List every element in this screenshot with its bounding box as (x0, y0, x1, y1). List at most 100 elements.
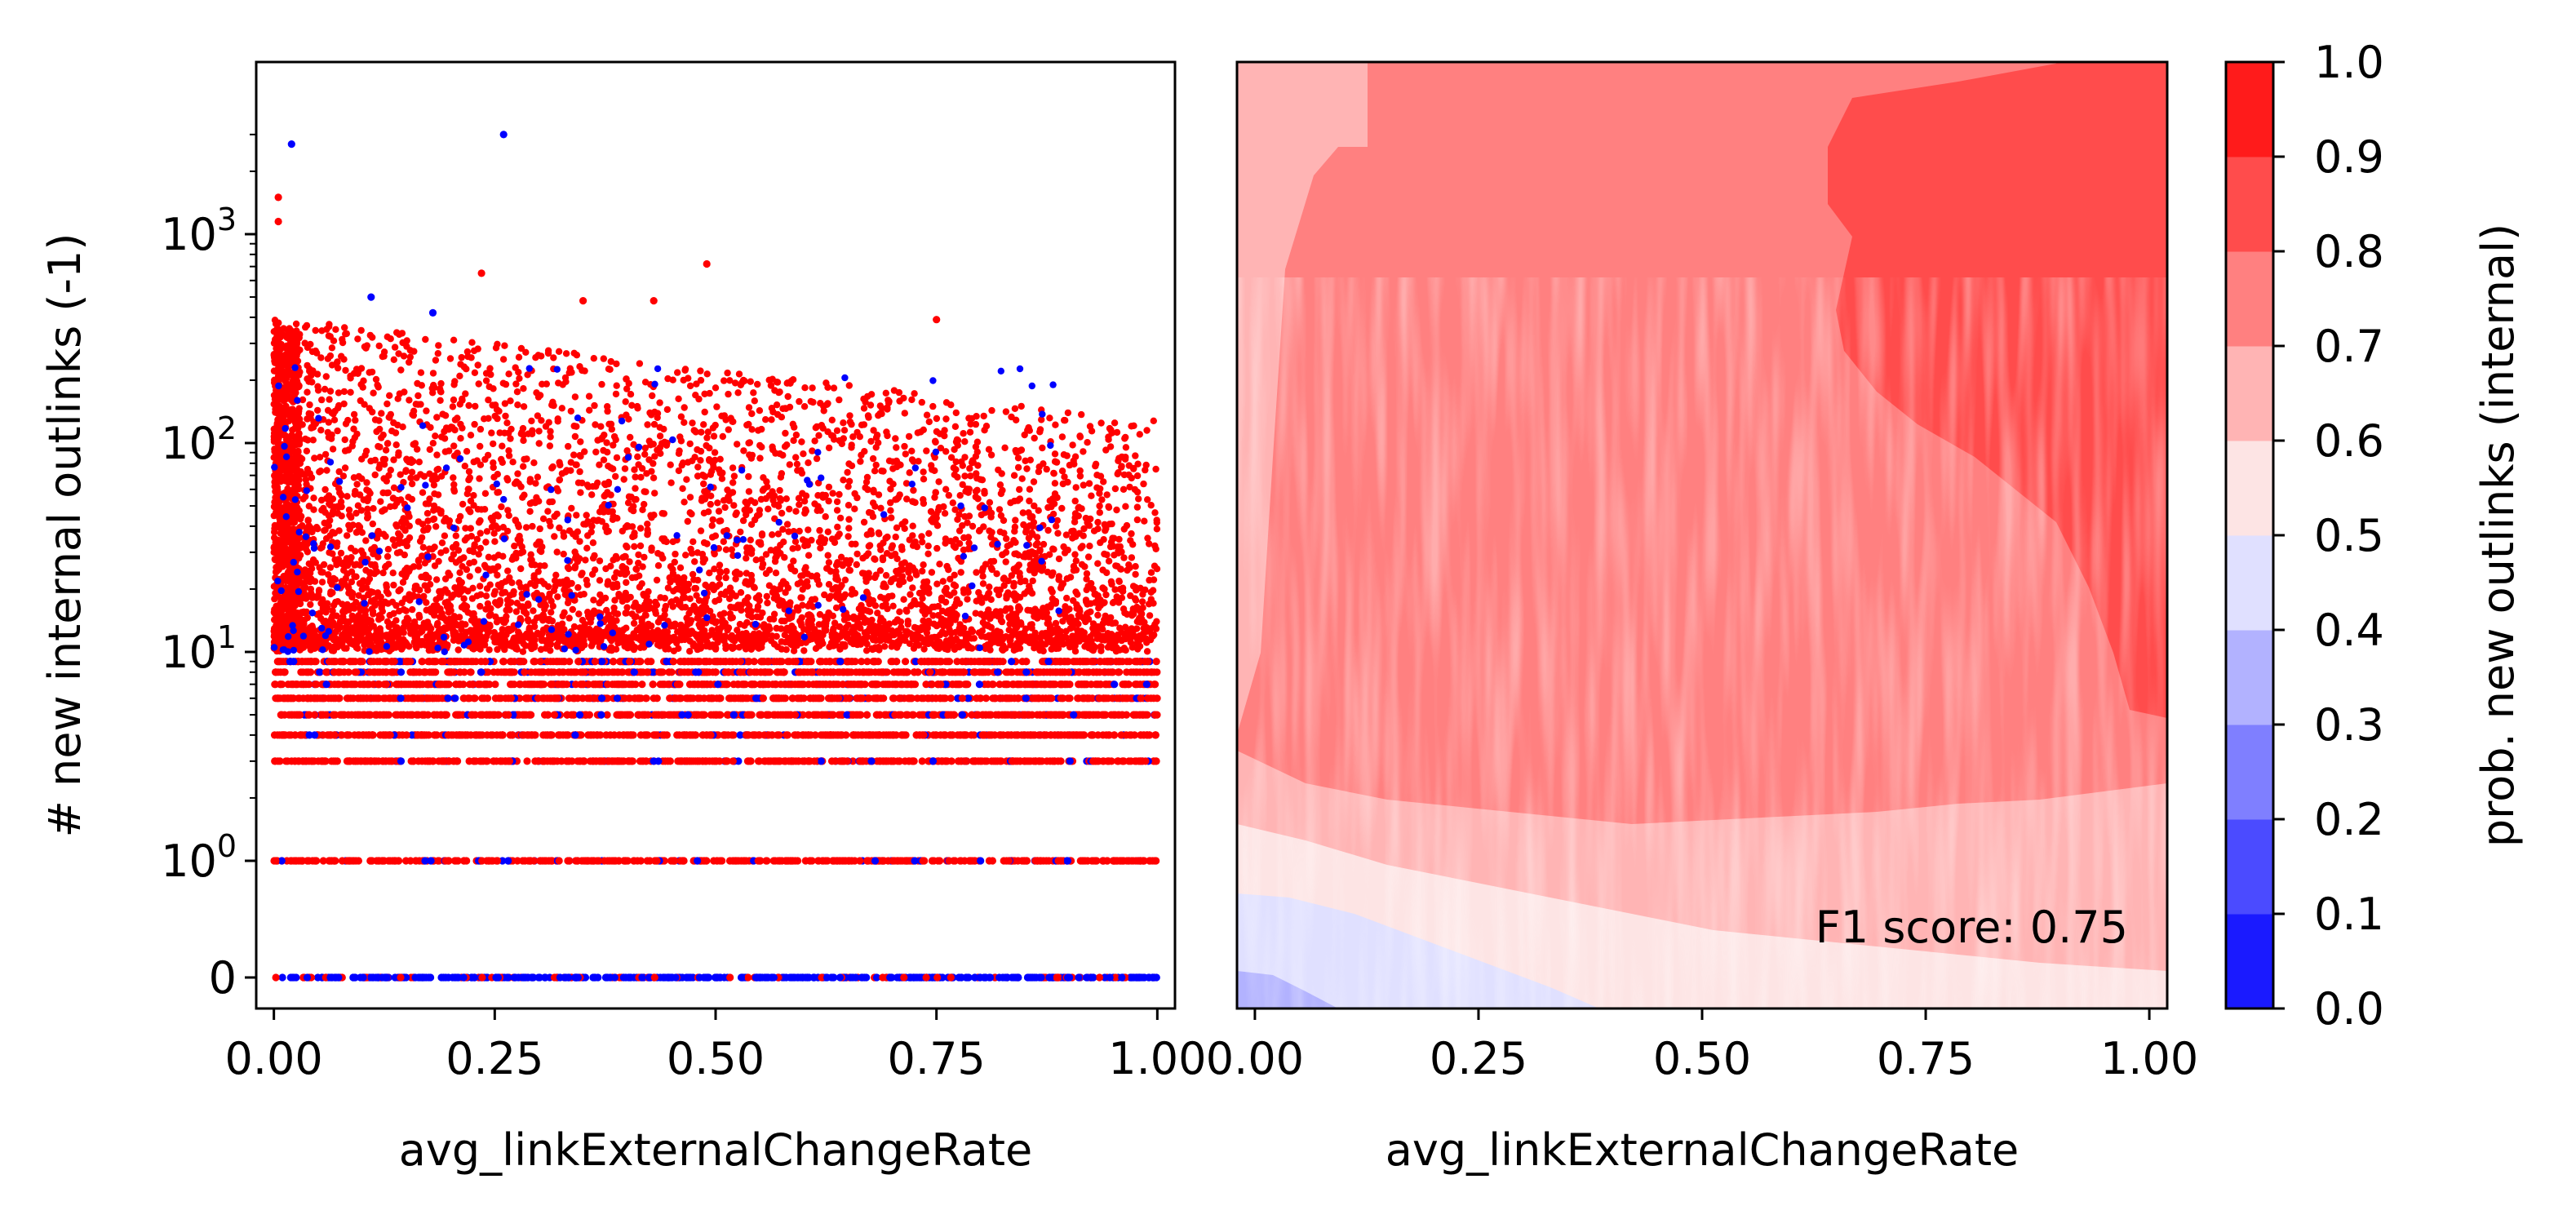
scatter-point (794, 857, 802, 865)
scatter-point (390, 581, 397, 589)
scatter-point (331, 658, 339, 666)
scatter-point (853, 711, 862, 719)
scatter-point (1082, 711, 1090, 719)
scatter-point (435, 680, 443, 689)
scatter-point (627, 973, 635, 982)
scatter-point (729, 757, 737, 765)
scatter-point (352, 668, 361, 676)
scatter-point (940, 731, 948, 739)
scatter-point (737, 694, 745, 703)
scatter-point (851, 658, 859, 666)
scatter-point (430, 711, 438, 719)
scatter-point (335, 680, 343, 689)
scatter-point (973, 711, 981, 719)
scatter-point (707, 711, 715, 719)
scatter-point (507, 680, 515, 689)
scatter-point (527, 668, 535, 676)
scatter-point (745, 658, 753, 666)
scatter-point (389, 668, 397, 676)
scatter-point (304, 857, 312, 865)
scatter-point (809, 680, 818, 689)
scatter-point (882, 389, 890, 397)
scatter-point (528, 417, 535, 425)
scatter-point (1142, 680, 1151, 689)
scatter-point (614, 857, 623, 865)
scatter-point (729, 711, 738, 719)
scatter-point (725, 658, 734, 666)
scatter-point (991, 757, 1000, 765)
scatter-point (1153, 711, 1161, 719)
scatter-point (1051, 668, 1060, 676)
scatter-point (547, 680, 555, 689)
scatter-point (1152, 857, 1160, 865)
scatter-point (508, 731, 517, 739)
scatter-point (1080, 731, 1088, 739)
scatter-point (809, 384, 816, 392)
scatter-point (937, 658, 945, 666)
scatter-point (836, 658, 845, 666)
scatter-point (554, 680, 563, 689)
scatter-point (427, 857, 435, 865)
scatter-point (421, 857, 429, 865)
scatter-point (791, 731, 800, 739)
scatter-point (472, 402, 479, 410)
scatter-point (513, 857, 521, 865)
scatter-point (343, 757, 351, 765)
scatter-point (730, 472, 738, 480)
scatter-point (1122, 680, 1130, 689)
scatter-point (865, 694, 873, 703)
scatter-point (1114, 757, 1122, 765)
scatter-point (591, 973, 599, 982)
scatter-point (598, 658, 606, 666)
scatter-point (417, 731, 426, 739)
scatter-point (539, 857, 547, 865)
scatter-point (382, 446, 390, 454)
scatter-point (1115, 658, 1123, 666)
scatter-point (729, 680, 738, 689)
scatter-point (388, 857, 397, 865)
scatter-point (303, 447, 311, 454)
scatter-point (810, 757, 818, 765)
scatter-point (1152, 757, 1160, 765)
scatter-point (583, 694, 592, 703)
scatter-point (1016, 485, 1023, 494)
scatter-point (947, 694, 955, 703)
scatter-point (827, 757, 836, 765)
scatter-point (885, 731, 893, 739)
scatter-point (534, 694, 543, 703)
scatter-point (836, 731, 845, 739)
scatter-point (763, 857, 771, 865)
scatter-point (692, 668, 700, 676)
scatter-point (857, 680, 865, 689)
scatter-point (1132, 563, 1139, 570)
scatter-point (577, 438, 584, 445)
scatter-point (665, 680, 673, 689)
scatter-point (441, 757, 449, 765)
scatter-point (1138, 757, 1146, 765)
scatter-point (787, 680, 796, 689)
scatter-point (1014, 973, 1022, 982)
scatter-point (571, 973, 579, 982)
scatter-point (565, 973, 573, 982)
scatter-point (966, 857, 974, 865)
scatter-point (1002, 408, 1010, 415)
scatter-point (715, 694, 724, 703)
scatter-point (344, 416, 352, 424)
scatter-point (578, 857, 586, 865)
scatter-point (1123, 658, 1131, 666)
scatter-point (335, 694, 344, 703)
scatter-point (345, 857, 353, 865)
scatter-point (444, 694, 452, 703)
scatter-point (919, 857, 927, 865)
scatter-point (534, 973, 543, 982)
scatter-point (1149, 973, 1157, 982)
scatter-point (1057, 757, 1065, 765)
scatter-point (659, 973, 667, 982)
scatter-point (447, 658, 455, 666)
scatter-point (292, 857, 300, 865)
scatter-point (487, 731, 495, 739)
scatter-point (942, 485, 950, 493)
scatter-point (926, 668, 934, 676)
scatter-point (722, 757, 730, 765)
scatter-point (1087, 658, 1095, 666)
